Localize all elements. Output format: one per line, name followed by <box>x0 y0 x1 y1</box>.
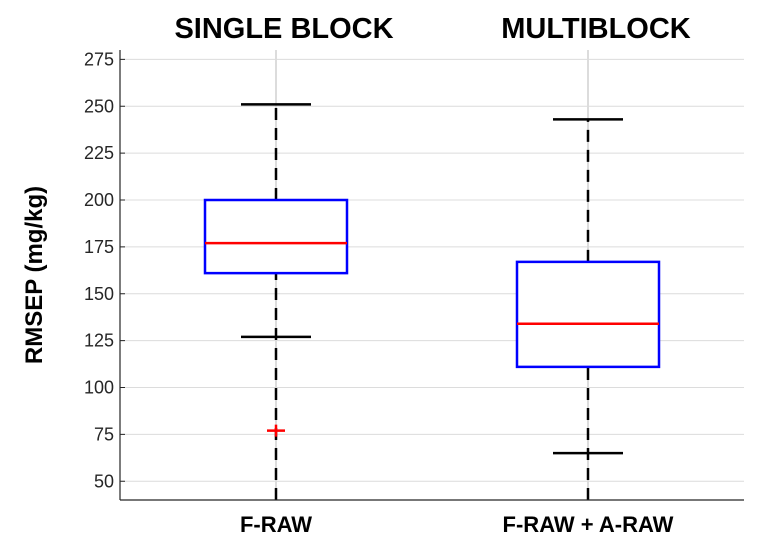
y-tick-label-50: 50 <box>94 471 114 491</box>
y-tick-label-275: 275 <box>84 49 114 69</box>
box-1 <box>515 260 661 369</box>
y-tick-label-175: 175 <box>84 237 114 257</box>
y-tick-label-125: 125 <box>84 331 114 351</box>
y-tick-label-250: 250 <box>84 96 114 116</box>
y-tick-label-100: 100 <box>84 378 114 398</box>
category-label-0: F-RAW <box>240 512 312 537</box>
chart-text: 50 75 100 125 150 175 200 225 250 275 SINGLE BLOCK… <box>21 13 691 537</box>
y-tick-label-75: 75 <box>94 424 114 444</box>
boxes <box>203 103 661 500</box>
box-title-0: SINGLE BLOCK <box>174 13 393 45</box>
y-axis-label: RMSEP (mg/kg) <box>21 186 48 364</box>
y-tick-label-150: 150 <box>84 284 114 304</box>
y-tick-label-200: 200 <box>84 190 114 210</box>
y-tick-label-225: 225 <box>84 143 114 163</box>
box-title-1: MULTIBLOCK <box>501 13 691 45</box>
category-label-1: F-RAW + A-RAW <box>503 512 674 537</box>
axes <box>119 50 744 501</box>
box-0 <box>203 198 349 275</box>
